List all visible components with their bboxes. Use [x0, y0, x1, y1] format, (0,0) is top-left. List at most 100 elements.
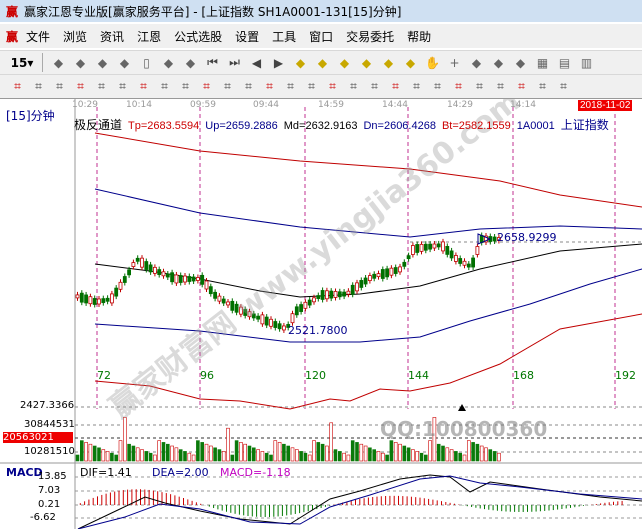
bar-number: 192 [615, 369, 636, 382]
candle-body [191, 276, 196, 282]
grid2-icon[interactable]: ⌗ [539, 79, 546, 93]
time-label: 10:14 [126, 100, 152, 110]
num-icon[interactable]: ◆ [515, 55, 526, 70]
hand-icon[interactable]: ✋ [425, 55, 440, 70]
volume-bar [230, 454, 235, 462]
indicator-icon[interactable]: ◆ [185, 55, 196, 70]
star-icon[interactable]: ⌗ [266, 79, 273, 93]
box-icon[interactable]: ⌗ [287, 79, 294, 93]
line-icon[interactable]: ◆ [471, 55, 482, 70]
candle-body [333, 291, 338, 298]
bars3-icon[interactable]: ◆ [97, 55, 108, 70]
zoom-out-icon[interactable]: ◆ [361, 55, 372, 70]
candle-body [281, 325, 286, 331]
fib-icon[interactable]: ⌗ [98, 79, 105, 93]
grid3-icon[interactable]: ⌗ [560, 79, 567, 93]
zoom-in-icon[interactable]: ◆ [339, 55, 350, 70]
gann1-icon[interactable]: ⌗ [56, 79, 63, 93]
gann2-icon[interactable]: ⌗ [77, 79, 84, 93]
fan-icon[interactable]: ⌗ [224, 79, 231, 93]
rect-icon[interactable]: ⌗ [413, 79, 420, 93]
circle-icon[interactable]: ⌗ [161, 79, 168, 93]
candle-body [79, 292, 84, 303]
volume-bar [252, 447, 256, 462]
menu-item[interactable]: 窗口 [309, 29, 334, 44]
volume-bar [161, 442, 166, 462]
candle-body [346, 290, 351, 295]
v-icon[interactable]: ⌗ [518, 79, 525, 93]
candle-body [273, 321, 278, 328]
target-icon[interactable]: ⌗ [245, 79, 252, 93]
self-select-icon[interactable]: ◆ [75, 55, 86, 70]
candle-body [135, 257, 140, 262]
notes-icon[interactable]: ▥ [580, 55, 593, 70]
volume-bar [479, 445, 484, 462]
chart-icon[interactable]: ◆ [53, 55, 64, 70]
ruler-icon[interactable]: ⌗ [371, 79, 378, 93]
up-value: Up=2659.2886 [205, 120, 278, 132]
pen-icon[interactable]: ⌗ [14, 79, 21, 93]
jifan-icon[interactable]: ◆ [163, 55, 174, 70]
fan2-icon[interactable]: ⌗ [434, 79, 441, 93]
candle-body [127, 269, 131, 276]
jie-icon[interactable]: ◆ [493, 55, 504, 70]
candle-body [484, 235, 488, 243]
right-icon[interactable]: ◆ [317, 55, 328, 70]
first-icon[interactable]: ⏮ [207, 55, 218, 69]
menu-item[interactable]: 资讯 [100, 29, 125, 44]
menu-item[interactable]: 设置 [235, 29, 260, 44]
bars9-icon[interactable]: ◆ [119, 55, 130, 70]
period-select[interactable]: 15▾ [10, 55, 34, 70]
volume-bar [178, 449, 183, 462]
wave-icon[interactable]: ⌗ [308, 79, 315, 93]
volume-bar [118, 440, 123, 462]
menu-item[interactable]: 江恩 [137, 29, 162, 44]
candle-icon[interactable]: ▯ [143, 55, 150, 70]
left-icon[interactable]: ◆ [295, 55, 306, 70]
channel-mid [94, 243, 642, 298]
menu-item[interactable]: 公式选股 [174, 29, 223, 44]
volume-bar [363, 445, 368, 462]
volume-bar [226, 427, 230, 462]
candle-body [415, 244, 420, 253]
lines-icon[interactable]: ⌗ [182, 79, 189, 93]
candle-body [316, 295, 321, 299]
prev-icon[interactable]: ◀ [251, 55, 262, 70]
square-icon[interactable]: ⌗ [455, 79, 462, 93]
candle-body [269, 318, 273, 327]
shen-icon[interactable]: ⌗ [329, 79, 336, 93]
drawing-toolbar: ⌗ ⌗ ⌗ ⌗ ⌗ ⌗ ⌗ ⌗ ⌗ ⌗ ⌗ ⌗ ⌗ ⌗ ⌗ ⌗ ⌗ ⌗ ⌗ ⌗ ⌗ ⌗ ⌗ ⌗ ⌗ ⌗ ⌗ [0, 74, 642, 98]
spiral-icon[interactable]: ⌗ [119, 79, 126, 93]
price-chart[interactable]: 赢家财富网 www.yingjia360.com [0, 99, 642, 529]
calculator-icon[interactable]: ▤ [558, 55, 571, 70]
candle-body [208, 286, 213, 295]
candle-body [479, 235, 484, 243]
menu-item[interactable]: 浏览 [63, 29, 88, 44]
volume-bar [359, 443, 364, 462]
pen2-icon[interactable]: ⌗ [140, 79, 147, 93]
tp-value: Tp=2683.5594 [128, 120, 200, 132]
next-icon[interactable]: ▶ [273, 55, 284, 70]
chart-panel[interactable]: 赢家财富网 www.yingjia360.com [15]分钟 10:29 10:… [0, 98, 642, 529]
menu-item[interactable]: 交易委托 [346, 29, 395, 44]
menu-item[interactable]: 工具 [272, 29, 297, 44]
menu-item[interactable]: 帮助 [407, 29, 432, 44]
angle-icon[interactable]: ⌗ [497, 79, 504, 93]
volume-bar [389, 440, 394, 462]
expand-icon[interactable]: ◆ [383, 55, 394, 70]
crosshair-icon[interactable]: + [449, 55, 460, 70]
volume-bar [247, 445, 252, 462]
calendar-icon[interactable]: ▦ [536, 55, 549, 70]
box2-icon[interactable]: ⌗ [476, 79, 483, 93]
ying-icon[interactable]: ⌗ [350, 79, 357, 93]
menu-item[interactable]: 文件 [26, 29, 51, 44]
candle-body [329, 290, 334, 299]
last-icon[interactable]: ⏭ [229, 55, 240, 69]
n2-icon[interactable]: ⌗ [203, 79, 210, 93]
width-icon[interactable]: ⌗ [392, 79, 399, 93]
grid-icon[interactable]: ⌗ [35, 79, 42, 93]
shrink-icon[interactable]: ◆ [405, 55, 416, 70]
volume-bar [88, 443, 93, 462]
candle-body [359, 280, 364, 288]
candle-body [496, 237, 501, 241]
